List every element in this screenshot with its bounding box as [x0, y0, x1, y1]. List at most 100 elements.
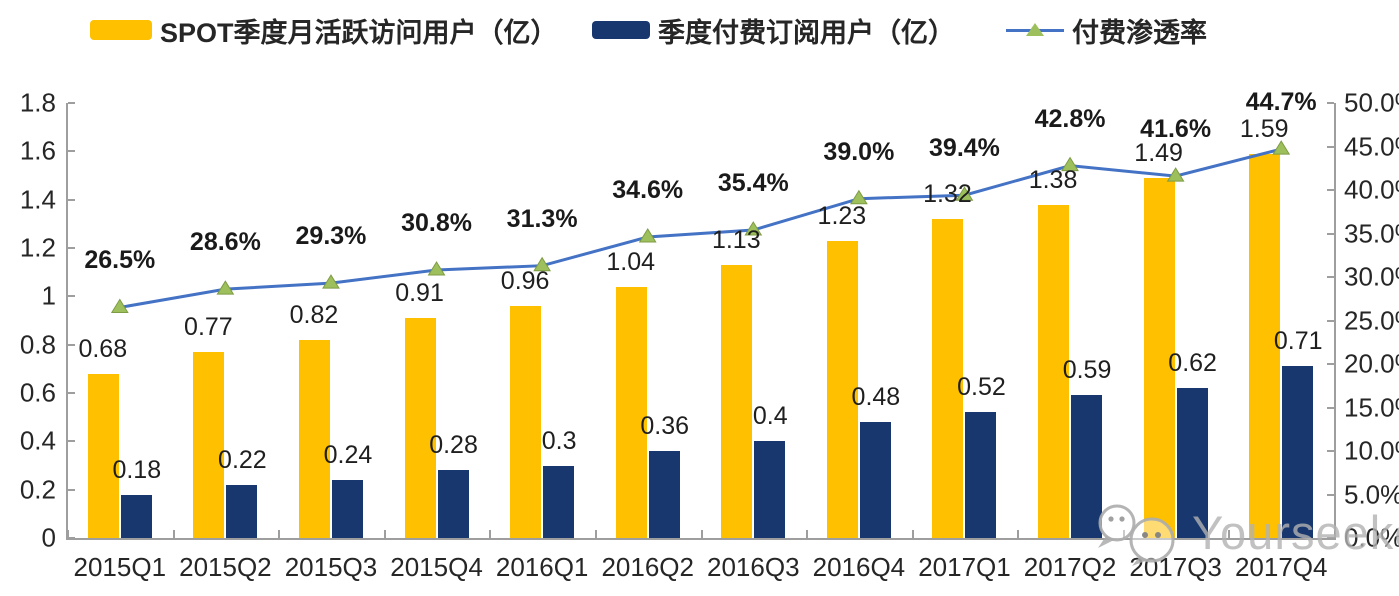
x-axis-category-label: 2017Q4: [1234, 552, 1328, 582]
mau-value-label: 1.38: [1028, 165, 1078, 194]
left-axis-tick: [68, 295, 75, 298]
penetration-value-label: 35.4%: [717, 169, 789, 198]
mau-value-label: 1.23: [817, 201, 867, 230]
x-axis-tick: [806, 530, 809, 538]
subs-bar: [437, 470, 469, 538]
penetration-point-marker: [216, 280, 235, 295]
left-axis-tick-label: 1.2: [19, 232, 56, 263]
legend-item-penetration: 付费渗透率: [1006, 14, 1207, 48]
x-axis-category-label: 2015Q3: [284, 552, 378, 582]
penetration-point-marker: [110, 298, 129, 313]
left-axis-tick: [68, 102, 75, 104]
right-axis-tick: [1327, 232, 1334, 235]
x-axis-tick: [278, 530, 281, 538]
subs-value-label: 0.52: [957, 373, 1006, 402]
subs-bar: [226, 484, 258, 538]
penetration-value-label: 39.0%: [823, 137, 895, 166]
right-axis-tick-label: 15.0%: [1344, 392, 1399, 422]
x-axis-category-label: 2015Q2: [179, 552, 272, 582]
subs-bar: [1282, 366, 1314, 538]
right-axis-tick: [1327, 363, 1334, 365]
penetration-value-label: 30.8%: [401, 209, 472, 238]
subs-bar: [859, 422, 891, 538]
left-axis-tick: [68, 440, 75, 443]
x-axis-tick: [911, 530, 914, 538]
x-axis-category-label: 2016Q3: [707, 552, 800, 582]
right-axis-tick-label: 25.0%: [1344, 305, 1399, 335]
left-axis-tick: [68, 392, 75, 394]
x-axis-category-label: 2017Q3: [1129, 552, 1222, 582]
mau-bar: [404, 318, 436, 538]
subs-value-label: 0.59: [1062, 356, 1112, 385]
mau-bar: [615, 286, 647, 538]
mau-value-label: 1.59: [1239, 114, 1289, 143]
subs-value-label: 0.24: [323, 441, 373, 469]
right-axis-line: [1334, 103, 1336, 538]
subs-value-label: 0.48: [851, 383, 901, 411]
penetration-value-label: 42.8%: [1034, 104, 1106, 133]
x-axis-tick: [172, 530, 175, 538]
penetration-point-marker: [638, 228, 657, 243]
right-axis-tick-label: 50.0%: [1344, 87, 1399, 118]
penetration-value-label: 39.4%: [929, 134, 1000, 163]
left-axis-tick: [68, 198, 75, 201]
right-axis-tick-label: 45.0%: [1344, 131, 1399, 161]
subs-value-label: 0.3: [541, 426, 577, 455]
mau-value-label: 0.82: [289, 300, 339, 329]
legend-triangle-icon: [1026, 23, 1044, 36]
x-axis-category-label: 2017Q1: [918, 552, 1011, 582]
mau-bar: [721, 264, 753, 538]
left-axis-tick: [68, 488, 75, 491]
left-axis-tick: [68, 343, 75, 346]
left-axis-tick-label: 0.2: [19, 474, 56, 505]
mau-value-label: 0.96: [500, 267, 550, 295]
left-axis-tick-label: 1.6: [19, 135, 56, 166]
mau-legend-swatch: [90, 20, 152, 40]
left-axis-tick-label: 0.4: [19, 425, 56, 456]
x-axis-tick: [1334, 530, 1336, 538]
left-axis-line: [66, 103, 68, 538]
subs-value-label: 0.36: [640, 412, 690, 440]
subs-bar: [965, 412, 997, 538]
subs-bar: [754, 441, 786, 538]
mau-bar: [193, 351, 225, 538]
mau-bar: [298, 339, 330, 538]
right-axis-tick: [1327, 319, 1334, 322]
x-axis-line: [66, 538, 1336, 540]
x-axis-tick: [1122, 530, 1125, 538]
x-axis-tick: [383, 530, 386, 538]
right-axis-tick-label: 30.0%: [1344, 261, 1399, 292]
subs-bar: [1071, 395, 1103, 538]
penetration-value-label: 41.6%: [1140, 115, 1212, 144]
x-axis-tick: [1228, 530, 1231, 538]
subs-value-label: 0.62: [1168, 349, 1217, 378]
x-axis-category-label: 2016Q4: [812, 552, 906, 582]
x-axis-tick: [1017, 530, 1020, 538]
right-axis-tick: [1327, 450, 1334, 452]
watermark: Yourseeker: [1086, 498, 1399, 566]
penetration-value-label: 28.6%: [189, 228, 261, 257]
penetration-point-marker: [322, 274, 340, 289]
right-axis-tick-label: 10.0%: [1344, 435, 1399, 466]
mau-bar: [87, 373, 119, 538]
subs-value-label: 0.22: [218, 445, 267, 474]
left-axis-tick-label: 1.4: [19, 184, 56, 215]
x-axis-tick: [489, 530, 492, 538]
subs-value-label: 0.71: [1273, 327, 1323, 356]
penetration-value-label: 31.3%: [506, 204, 578, 233]
mau-value-label: 0.68: [78, 334, 128, 363]
subs-bar: [543, 465, 575, 538]
right-axis-tick-label: 35.0%: [1344, 218, 1399, 248]
subs-value-label: 0.4: [752, 402, 788, 431]
subs-bar: [331, 480, 363, 538]
right-axis-tick-label: 40.0%: [1344, 174, 1399, 205]
left-axis-tick-label: 1: [41, 280, 56, 311]
subs-bar: [120, 494, 152, 538]
left-axis-tick-label: 0: [41, 522, 56, 553]
x-axis-category-label: 2015Q1: [73, 552, 167, 582]
subs-legend-label: 季度付费订阅用户（亿）: [658, 17, 955, 48]
penetration-legend-marker: [1006, 22, 1064, 38]
subs-value-label: 0.28: [429, 431, 478, 460]
right-axis-tick: [1327, 145, 1334, 148]
left-axis-tick-label: 1.8: [19, 87, 56, 118]
